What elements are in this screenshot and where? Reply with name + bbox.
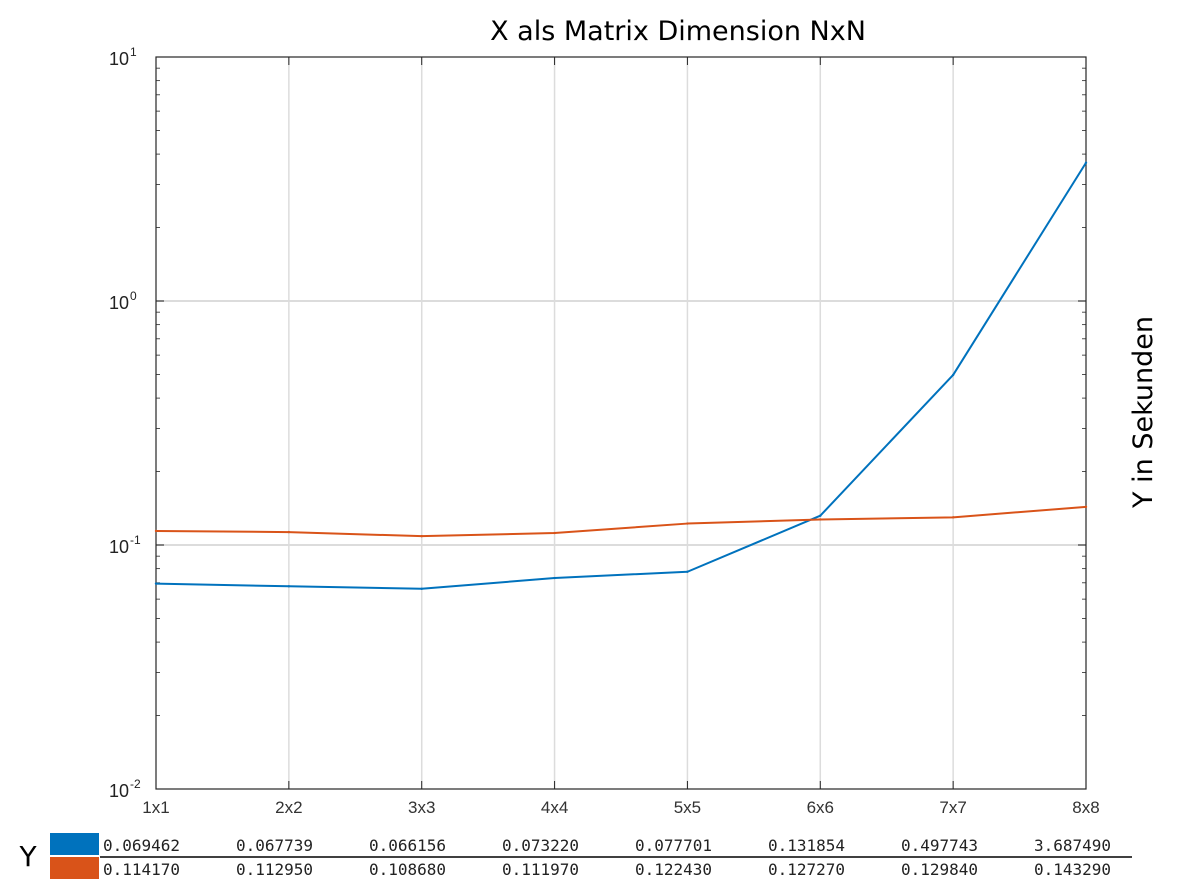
y-tick-label-exponent: 0 [130, 289, 137, 303]
table-cell: 0.127270 [768, 860, 845, 879]
data-point [1084, 505, 1088, 509]
table-cell: 3.687490 [1034, 836, 1111, 855]
x-tick-label: 7x7 [939, 798, 966, 817]
data-point [1084, 161, 1088, 164]
data-point [420, 534, 423, 538]
table-cell: 0.143290 [1034, 860, 1111, 879]
data-table: Y 0.069462 0.067739 0.066156 0.073220 0.0777… [18, 833, 1132, 879]
y-tick-label-exponent: -1 [130, 533, 141, 547]
x-tick-label: 8x8 [1072, 798, 1099, 817]
y-tick-label-base: 10 [109, 293, 129, 313]
x-tick-label: 1x1 [142, 798, 169, 817]
y-tick-label-base: 10 [109, 49, 129, 69]
table-cell: 0.111970 [502, 860, 579, 879]
x-tick-label: 3x3 [408, 798, 435, 817]
table-cell: 0.114170 [103, 860, 180, 879]
data-point [951, 516, 955, 519]
table-cell: 0.122430 [635, 860, 712, 879]
x-tick-label: 4x4 [541, 798, 568, 817]
data-point [553, 576, 556, 580]
data-point [154, 582, 158, 585]
x-tick-label: 5x5 [674, 798, 701, 817]
y-tick-label-exponent: 1 [130, 45, 137, 59]
data-point [553, 531, 556, 535]
table-cell: 0.131854 [768, 836, 845, 855]
data-point [420, 587, 423, 590]
series-line-1 [155, 162, 1087, 590]
table-cell: 0.069462 [103, 836, 180, 855]
y-tick-label-base: 10 [109, 781, 129, 801]
data-point [686, 522, 689, 525]
table-cell: 0.497743 [901, 836, 978, 855]
table-row-color-swatch [50, 857, 99, 879]
data-point [819, 518, 822, 521]
table-cell: 0.129840 [901, 860, 978, 879]
y-tick-label-exponent: -2 [130, 777, 141, 791]
data-point [686, 570, 689, 573]
chart-title: X als Matrix Dimension NxN [490, 16, 866, 47]
series-lines [154, 161, 1088, 590]
data-point [951, 373, 955, 377]
data-point [287, 585, 291, 588]
table-cell: 0.073220 [502, 836, 579, 855]
table-cell: 0.077701 [635, 836, 712, 855]
table-cell: 0.067739 [236, 836, 313, 855]
x-tick-label: 2x2 [275, 798, 302, 817]
table-cell: 0.066156 [369, 836, 446, 855]
data-point [287, 530, 291, 534]
plot-area [155, 56, 1087, 790]
table-row-label: Y [18, 840, 37, 873]
data-point [154, 529, 158, 533]
series-line-2 [155, 505, 1087, 538]
y-tick-label-base: 10 [109, 537, 129, 557]
x-tick-label: 6x6 [807, 798, 834, 817]
table-row-color-swatch [50, 833, 99, 855]
table-cell: 0.112950 [236, 860, 313, 879]
y-axis-label: Y in Sekunden [1128, 316, 1159, 509]
data-point [819, 514, 822, 517]
grid [156, 57, 1086, 789]
table-cell: 0.108680 [369, 860, 446, 879]
